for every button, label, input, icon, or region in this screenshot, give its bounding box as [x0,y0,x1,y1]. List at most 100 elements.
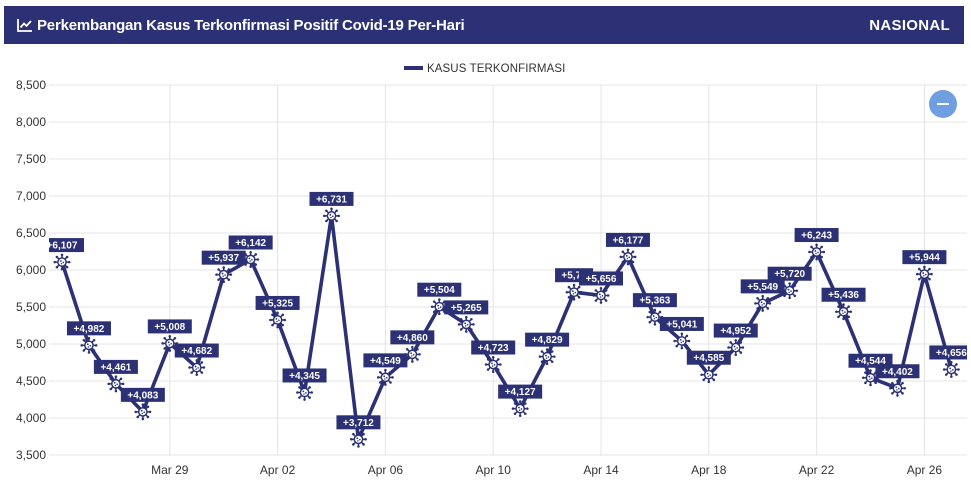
data-point-marker[interactable] [79,336,98,355]
data-point-marker[interactable] [753,294,772,313]
data-label-box [309,191,354,206]
data-point-marker[interactable] [699,365,718,384]
data-label-text: +5,549 [747,282,778,293]
x-tick-label: Apr 14 [583,463,619,477]
data-point-marker[interactable] [915,265,934,284]
data-point-marker[interactable] [295,383,314,402]
x-tick-label: Apr 22 [799,463,835,477]
data-point-marker[interactable] [888,379,907,398]
data-label: +4,682 [174,343,219,358]
data-label: +6,177 [605,232,650,247]
data-point-marker[interactable] [538,347,557,366]
data-point-marker[interactable] [268,310,287,329]
data-label-box [902,250,947,265]
data-label: +4,461 [93,359,138,374]
data-label-text: +4,682 [181,346,212,357]
data-point-marker[interactable] [457,315,476,334]
data-label-text: +4,585 [693,353,724,364]
chart-header: Perkembangan Kasus Terkonfirmasi Positif… [4,6,964,44]
zoom-out-button[interactable] [929,90,957,118]
data-label-box [659,316,704,331]
data-label-box [147,319,192,334]
data-label: +4,549 [363,353,408,368]
x-tick-label: Apr 02 [260,463,296,477]
data-label-text: +4,461 [100,362,131,373]
data-label-box [66,321,111,336]
data-point-marker[interactable] [511,399,530,418]
data-label: +5,265 [444,300,489,315]
x-axis: Mar 29 Apr 02 Apr 06 Apr 10 Apr 14 Apr 18 Apr … [151,463,942,477]
data-label: +4,585 [686,350,731,365]
data-label: +4,860 [390,330,435,345]
y-tick-label: 5,000 [16,337,46,351]
data-point-marker[interactable] [322,206,341,225]
y-tick-label: 4,500 [16,374,46,388]
data-point-marker[interactable] [942,360,961,379]
data-label-text: +5,504 [424,285,455,296]
data-label-box [255,295,300,310]
region-label: NASIONAL [869,16,950,34]
data-label-text: +4,860 [397,333,428,344]
data-point-marker[interactable] [376,368,395,387]
data-point-marker[interactable] [214,265,233,284]
data-point-marker[interactable] [672,331,691,350]
x-tick-label: Apr 06 [368,463,404,477]
data-label-text: +6,243 [801,231,832,242]
data-label-box [525,332,570,347]
y-tick-label: 7,000 [16,189,46,203]
data-label-text: +5,265 [451,303,482,314]
data-label-text: +4,549 [370,356,401,367]
data-label: +4,952 [713,323,758,338]
data-label: +4,402 [875,364,920,379]
data-point-marker[interactable] [133,402,152,421]
data-label-text: +5,720 [774,269,805,280]
data-label-text: +4,829 [532,335,563,346]
y-tick-label: 4,000 [16,411,46,425]
data-point-marker[interactable] [349,430,368,449]
data-label: +5,504 [417,282,462,297]
data-point-marker[interactable] [834,302,853,321]
data-label-text: +6,177 [613,235,644,246]
data-label-box [471,340,516,355]
data-label: +4,723 [471,340,516,355]
data-label-text: +5,008 [154,322,185,333]
line-chart-icon [17,19,32,32]
data-label-box [363,353,408,368]
chart-title: Perkembangan Kasus Terkonfirmasi Positif… [37,16,465,34]
legend-swatch [404,66,423,70]
data-point-marker[interactable] [565,283,584,302]
data-label-box [605,232,650,247]
data-point-marker[interactable] [618,247,637,266]
data-label-box [632,293,677,308]
data-label-text: +4,127 [505,387,536,398]
data-point-marker[interactable] [484,355,503,374]
data-label: +6,142 [228,235,273,250]
data-label: +4,345 [282,368,327,383]
data-label-box [390,330,435,345]
data-label-text: +4,083 [127,390,158,401]
data-label-box [417,282,462,297]
data-label-text: +4,345 [289,371,320,382]
data-point-marker[interactable] [53,253,71,272]
data-label-text: +4,952 [720,326,751,337]
data-label-text: +6,142 [235,238,266,249]
data-label: +5,937 [201,250,246,265]
data-point-marker[interactable] [592,286,610,305]
data-label: +4,127 [498,384,543,399]
plot-area: +6,107 +4,982 +4,461 +4,083 +5,008 +4,682 +5,9… [49,191,967,449]
data-label-box [174,343,219,358]
data-label-text: +4,544 [855,356,886,367]
data-label-text: +4,402 [882,367,913,378]
data-point-marker[interactable] [807,243,826,262]
data-label: +5,944 [902,250,947,265]
data-label: +5,363 [632,293,677,308]
data-label: +5,041 [659,316,704,331]
chart-legend[interactable]: KASUS TERKONFIRMASI [404,63,565,75]
data-label-box [336,415,381,430]
data-point-marker[interactable] [187,358,206,377]
y-axis: 8,500 8,000 7,500 7,000 6,500 6,000 5,500 5,000… [16,78,46,462]
data-label-box [767,266,812,281]
data-label-box [49,238,84,253]
data-label-text: +3,712 [343,418,374,429]
